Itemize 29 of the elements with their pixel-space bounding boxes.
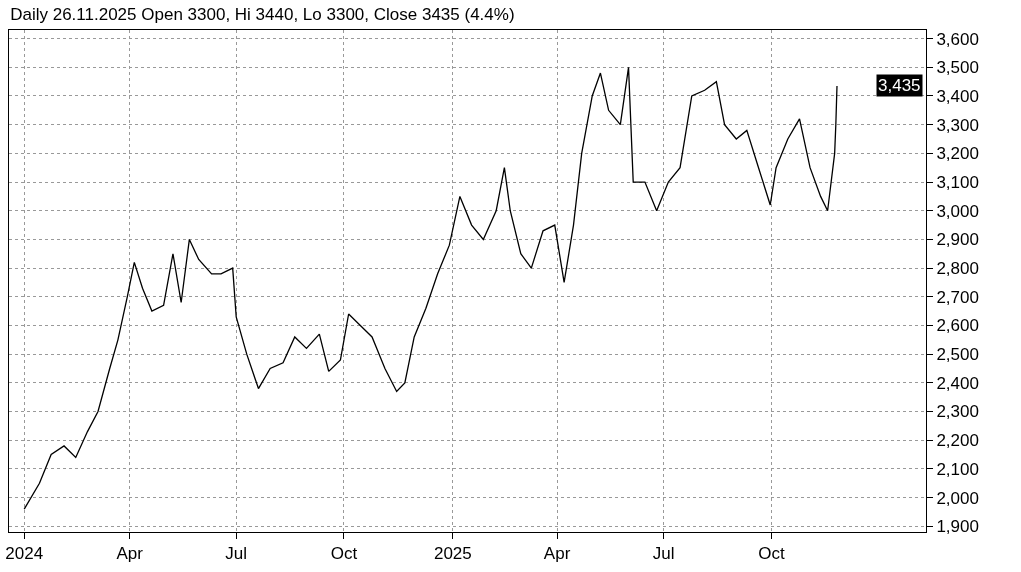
y-tick-label: 3,200 <box>936 144 979 164</box>
y-tick-label: 2,600 <box>936 316 979 336</box>
chart-title: Daily 26.11.2025 Open 3300, Hi 3440, Lo 3300, Close 3435 (4.4%) <box>10 5 515 25</box>
annotation: 3,435 <box>878 76 921 95</box>
y-tick-label: 3,600 <box>936 29 979 49</box>
y-tick-label: 2,200 <box>936 431 979 451</box>
y-tick-label: 2,900 <box>936 230 979 250</box>
y-tick-label: 3,100 <box>936 172 979 192</box>
x-tick-label: Oct <box>330 544 358 564</box>
y-tick-label: 2,500 <box>936 345 979 365</box>
x-tick-label: 2025 <box>433 544 472 564</box>
x-tick-label: Apr <box>116 544 144 564</box>
line-series <box>23 66 838 510</box>
y-tick-label: 3,000 <box>936 201 979 221</box>
y-tick-label: 2,700 <box>936 287 979 307</box>
x-tick-label: Jul <box>652 544 675 564</box>
y-tick-label: 2,100 <box>936 459 979 479</box>
y-tick-label: 2,400 <box>936 373 979 393</box>
y-tick-label: 3,300 <box>936 115 979 135</box>
x-tick-label: Apr <box>543 544 571 564</box>
x-tick-label: 2024 <box>5 544 44 564</box>
x-tick-label: Jul <box>225 544 248 564</box>
x-tick-label: Oct <box>758 544 785 564</box>
y-tick-label: 3,500 <box>936 58 979 78</box>
y-tick-label: 2,300 <box>936 402 979 422</box>
y-tick-label: 3,400 <box>936 86 979 106</box>
y-tick-label: 1,900 <box>936 517 979 537</box>
y-tick-label: 2,800 <box>936 259 979 279</box>
y-tick-label: 2,000 <box>936 488 979 508</box>
